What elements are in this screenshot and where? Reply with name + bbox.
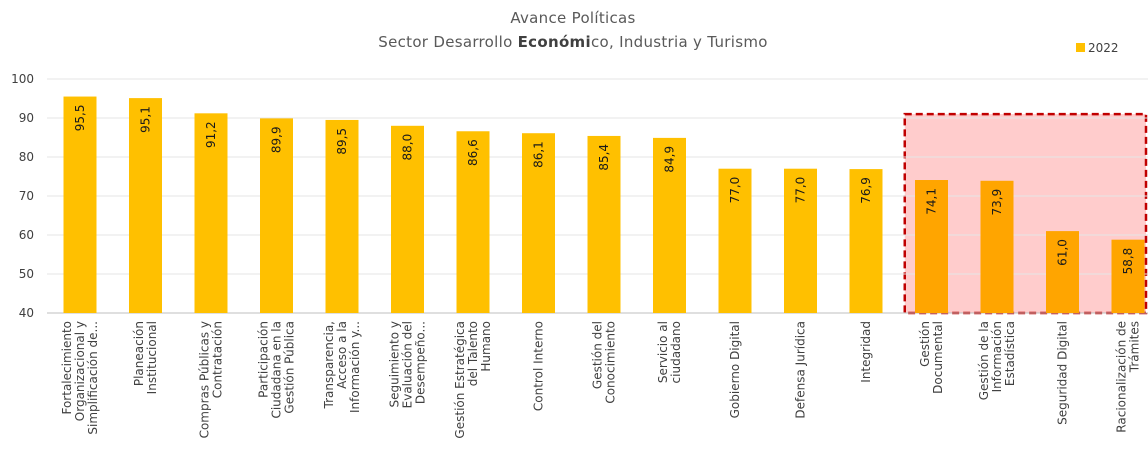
bar xyxy=(1046,231,1079,313)
data-label: 91,2 xyxy=(204,121,218,148)
data-label: 95,1 xyxy=(139,106,153,133)
bar xyxy=(718,168,752,313)
data-label: 76,9 xyxy=(859,177,873,204)
data-label: 61,0 xyxy=(1056,239,1070,266)
bar xyxy=(522,133,555,313)
bar xyxy=(784,168,817,313)
category-label: Gobierno Digital xyxy=(728,321,742,418)
category-label: FortalecimientoOrganizacional ySimplific… xyxy=(60,321,100,435)
bar xyxy=(325,119,359,313)
bar xyxy=(653,137,686,313)
y-tick-label: 90 xyxy=(19,111,34,125)
category-label: Control Interno xyxy=(532,321,546,411)
category-label: GestiónDocumental xyxy=(918,321,945,394)
bar xyxy=(63,96,97,313)
category-label: Gestión de laInformaciónEstadística xyxy=(977,321,1017,400)
data-label: 77,0 xyxy=(728,177,742,204)
bar xyxy=(849,169,883,313)
bar xyxy=(260,118,293,313)
bar xyxy=(456,131,490,313)
y-tick-label: 50 xyxy=(19,267,34,281)
bar xyxy=(1111,239,1145,313)
bar xyxy=(980,180,1014,313)
category-label: Servicio alciudadano xyxy=(656,321,683,383)
legend-swatch xyxy=(1076,43,1085,52)
data-label: 89,5 xyxy=(335,128,349,155)
category-label: Gestión Estratégicadel TalentoHumano xyxy=(453,321,493,439)
category-label: PlaneaciónInstitucional xyxy=(132,321,159,394)
category-label: Transparencia,Acceso a laInformación y..… xyxy=(322,321,362,413)
data-label: 85,4 xyxy=(597,144,611,171)
y-tick-label: 70 xyxy=(19,189,34,203)
category-label: Seguridad Digital xyxy=(1056,321,1070,425)
category-label: Racionalización deTrámites xyxy=(1114,321,1141,433)
y-tick-label: 60 xyxy=(19,228,34,242)
bar xyxy=(194,113,228,313)
y-tick-label: 80 xyxy=(19,150,34,164)
data-label: 95,5 xyxy=(73,105,87,132)
bar xyxy=(391,125,424,313)
subtitle-part-2: co, Industria y Turismo xyxy=(591,33,768,51)
bar xyxy=(129,98,162,313)
category-label: Seguimiento yEvaluación delDesempeño... xyxy=(387,321,427,408)
data-label: 86,1 xyxy=(532,141,546,168)
data-label: 84,9 xyxy=(663,146,677,173)
y-tick-label: 100 xyxy=(11,72,34,86)
bar xyxy=(587,135,621,313)
category-label: Gestión delConocimiento xyxy=(590,321,617,404)
y-tick-label: 40 xyxy=(19,306,34,320)
data-label: 86,6 xyxy=(466,139,480,166)
chart-title: Avance Políticas xyxy=(510,9,635,27)
category-label: ParticipaciónCiudadana en laGestión Públ… xyxy=(256,321,296,419)
data-label: 77,0 xyxy=(794,177,808,204)
data-label: 74,1 xyxy=(925,188,939,215)
data-label: 58,8 xyxy=(1121,248,1135,275)
subtitle-part-1: Sector Desarrollo xyxy=(378,33,517,51)
data-label: 88,0 xyxy=(401,134,415,161)
subtitle-part-bold: Económi xyxy=(518,33,591,51)
chart-subtitle: Sector Desarrollo Económico, Industria y… xyxy=(378,33,767,51)
data-label: 73,9 xyxy=(990,189,1004,216)
data-label: 89,9 xyxy=(270,126,284,153)
category-label: Defensa Jurídica xyxy=(794,321,808,419)
category-label: Integridad xyxy=(859,321,873,383)
bar xyxy=(915,180,948,313)
category-label: Compras Públicas yContratación xyxy=(197,321,224,438)
legend-label: 2022 xyxy=(1088,41,1119,55)
